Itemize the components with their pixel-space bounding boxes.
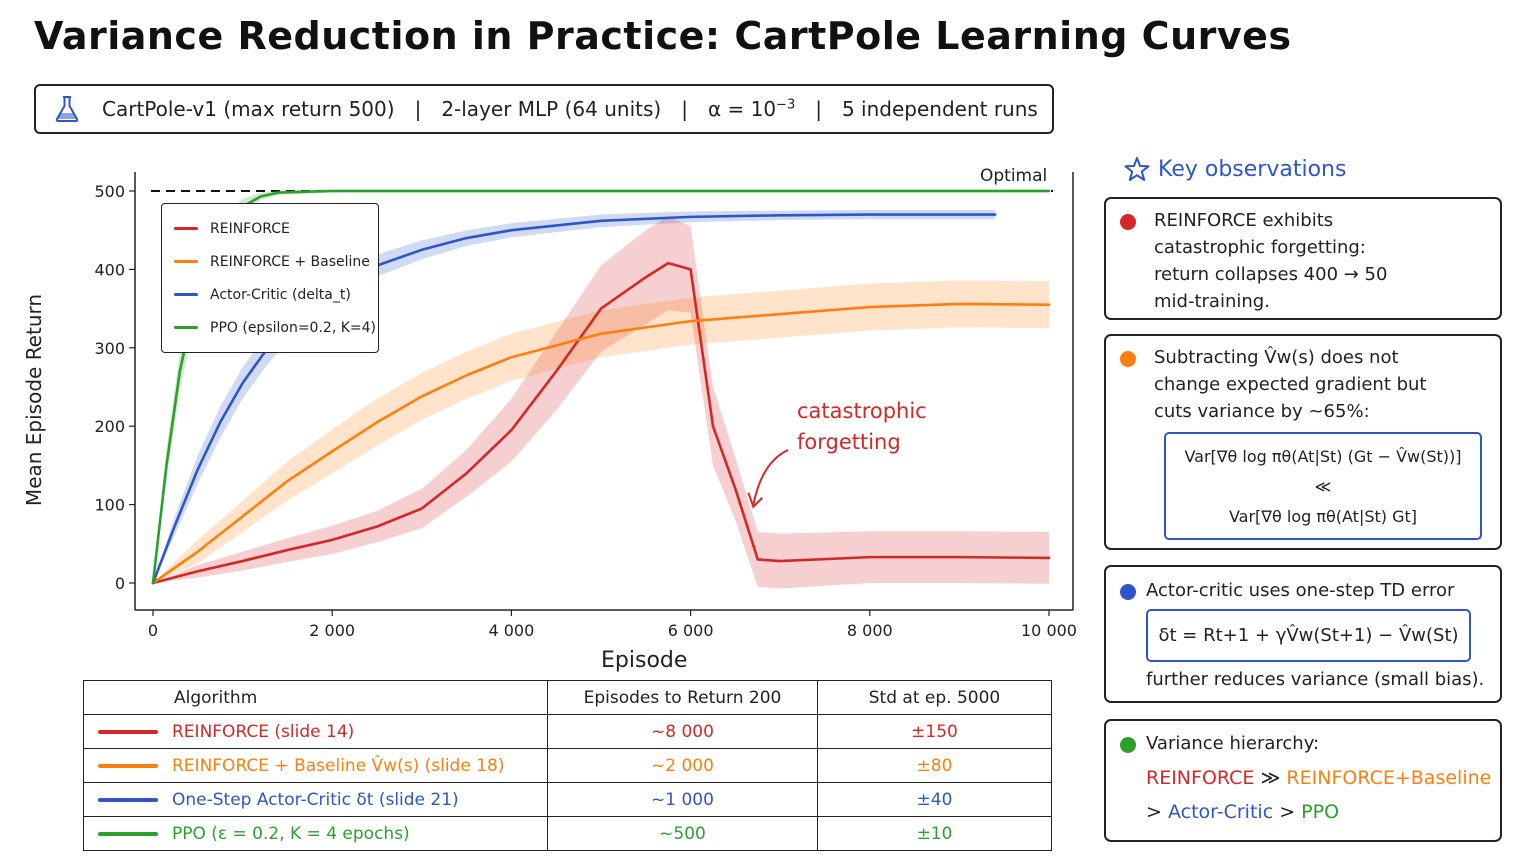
table-row: REINFORCE + Baseline V̂w(s) (slide 18) ~…	[83, 748, 1052, 783]
table-header: Algorithm	[83, 680, 548, 715]
table-header: Episodes to Return 200	[547, 680, 818, 715]
baseline-variance-formula: Var[∇θ log πθ(At|St) (Gt − V̂w(St))] ≪ V…	[1164, 432, 1482, 540]
table-header: Std at ep. 5000	[817, 680, 1052, 715]
std-cell: ±40	[817, 782, 1052, 817]
page-title: Variance Reduction in Practice: CartPole…	[34, 14, 1292, 58]
separator: |	[815, 97, 822, 121]
experiment-info-bar: CartPole-v1 (max return 500) | 2-layer M…	[34, 84, 1054, 134]
episodes-cell: ~1 000	[547, 782, 818, 817]
legend-item-actor-critic: Actor-Critic (delta_t)	[174, 278, 378, 311]
x-axis-label: Episode	[601, 648, 688, 673]
std-cell: ±80	[817, 748, 1052, 783]
y-axis-label: Mean Episode Return	[22, 293, 46, 507]
separator: |	[681, 97, 688, 121]
learning-rate-info: α = 10−3	[707, 97, 796, 121]
optimal-line-label: Optimal	[980, 166, 1048, 186]
x-tick-label: 4 000	[488, 621, 534, 640]
algorithm-cell: PPO (ε = 0.2, K = 4 epochs)	[83, 816, 548, 851]
y-tick-label: 200	[94, 417, 125, 436]
legend-item-ppo: PPO (epsilon=0.2, K=4)	[174, 311, 378, 344]
algorithm-cell: REINFORCE (slide 14)	[83, 714, 548, 749]
episodes-cell: ~500	[547, 816, 818, 851]
legend-item-reinforce: REINFORCE	[174, 212, 378, 245]
x-tick-label: 10 000	[1021, 621, 1077, 640]
series-line	[151, 261, 1051, 585]
env-info: CartPole-v1 (max return 500)	[102, 97, 395, 121]
td-error-formula: δt = Rt+1 + γV̂w(St+1) − V̂w(St)	[1146, 609, 1471, 662]
table-row: PPO (ε = 0.2, K = 4 epochs) ~500 ±10	[83, 816, 1052, 851]
legend-item-baseline: REINFORCE + Baseline	[174, 245, 378, 278]
y-tick-label: 500	[94, 182, 125, 201]
forgetting-annotation: catastrophic forgetting	[797, 399, 927, 454]
y-tick-label: 0	[115, 574, 125, 593]
x-tick-label: 6 000	[668, 621, 714, 640]
observation-card-actor-critic: Actor-critic uses one-step TD error δt =…	[1104, 565, 1502, 703]
y-tick-label: 300	[94, 339, 125, 358]
model-info: 2-layer MLP (64 units)	[441, 97, 662, 121]
series-band	[153, 280, 1049, 583]
learning-curves-chart: 0 2 000 4 000 6 000 8 000 10 000 0 100 200 300 400…	[94, 172, 1077, 640]
annotation-arrow	[752, 449, 789, 505]
red-dot-icon	[1120, 214, 1136, 230]
x-tick-label: 0	[148, 621, 158, 640]
observation-card-reinforce: REINFORCE exhibits catastrophic forgetti…	[1104, 197, 1502, 320]
star-icon	[1124, 157, 1150, 181]
episodes-cell: ~8 000	[547, 714, 818, 749]
x-tick-label: 2 000	[309, 621, 355, 640]
series-line	[151, 302, 1051, 585]
flask-icon	[55, 96, 79, 122]
series-line	[151, 189, 1051, 585]
observations-heading: Key observations	[1124, 156, 1346, 182]
table-header-row: Algorithm Episodes to Return 200 Std at …	[83, 680, 1052, 715]
blue-dot-icon	[1120, 584, 1136, 600]
std-cell: ±150	[817, 714, 1052, 749]
x-tick-label: 8 000	[847, 621, 893, 640]
series-band	[153, 216, 1049, 589]
observation-card-hierarchy: Variance hierarchy: REINFORCE ≫ REINFORC…	[1104, 719, 1502, 842]
table-row: REINFORCE (slide 14) ~8 000 ±150	[83, 714, 1052, 749]
y-tick-label: 100	[94, 496, 125, 515]
episodes-cell: ~2 000	[547, 748, 818, 783]
chart-legend: REINFORCE REINFORCE + Baseline Actor-Cri…	[161, 203, 379, 353]
algorithm-cell: One-Step Actor-Critic δt (slide 21)	[83, 782, 548, 817]
algorithm-cell: REINFORCE + Baseline V̂w(s) (slide 18)	[83, 748, 548, 783]
observation-card-baseline: Subtracting V̂w(s) does not change expec…	[1104, 334, 1502, 550]
separator: |	[414, 97, 422, 121]
runs-info: 5 independent runs	[841, 97, 1038, 121]
orange-dot-icon	[1120, 351, 1136, 367]
y-tick-label: 400	[94, 260, 125, 279]
green-dot-icon	[1120, 737, 1136, 753]
table-row: One-Step Actor-Critic δt (slide 21) ~1 0…	[83, 782, 1052, 817]
annotation-arrowhead	[747, 492, 764, 509]
results-table: Algorithm Episodes to Return 200 Std at …	[83, 680, 1052, 851]
std-cell: ±10	[817, 816, 1052, 851]
